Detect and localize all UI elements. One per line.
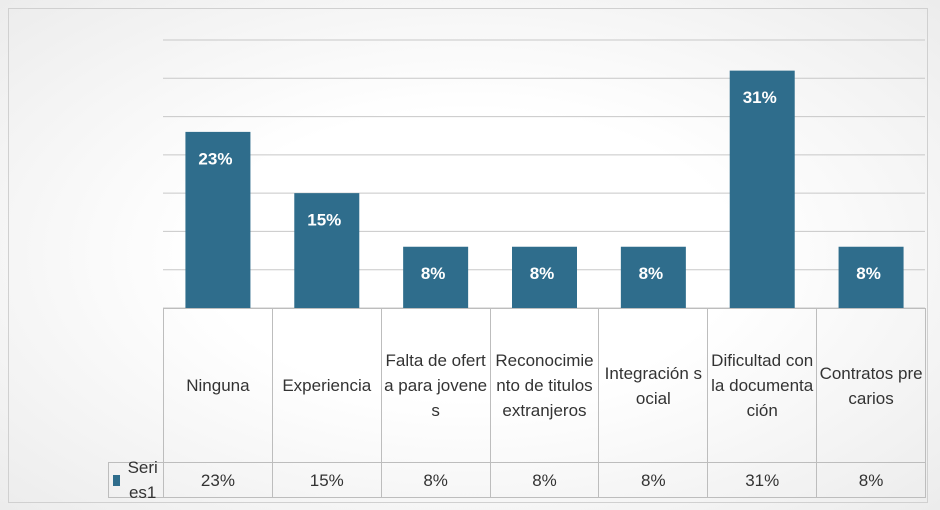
bar (403, 246, 469, 308)
table-value-cell: 8% (816, 462, 926, 498)
bar (620, 246, 686, 308)
bar (294, 193, 360, 308)
data-label: 31% (743, 88, 777, 107)
table-value-cell: 8% (489, 462, 600, 498)
legend-key (113, 474, 121, 486)
category-cell: Falta de oferta para jovenes (380, 308, 491, 463)
table-value-cell: 8% (598, 462, 709, 498)
category-cell: Dificultad con la documentación (707, 308, 818, 463)
bar (185, 131, 251, 308)
data-label: 8% (639, 264, 664, 283)
data-label: 15% (307, 211, 341, 230)
data-label: 8% (530, 264, 555, 283)
table-value-cell: 8% (380, 462, 491, 498)
category-cell: Integración social (598, 308, 709, 463)
table-value-cell: 23% (163, 462, 273, 498)
category-cell: Reconocimiento de titulos extranjeros (489, 308, 600, 463)
bar (838, 246, 904, 308)
category-cell: Contratos precarios (816, 308, 926, 463)
legend-label: Series1 (127, 458, 158, 502)
legend-cell: Series1 (108, 458, 164, 502)
data-label: 8% (856, 264, 881, 283)
table-value-cell: 31% (707, 462, 818, 498)
table-value-cell: 15% (271, 462, 382, 498)
data-label: 8% (421, 264, 446, 283)
bar (729, 70, 795, 308)
bar (512, 246, 577, 308)
data-label: 23% (198, 149, 232, 168)
chart-frame (8, 8, 928, 503)
category-cell: Ninguna (163, 308, 273, 463)
category-cell: Experiencia (271, 308, 382, 463)
